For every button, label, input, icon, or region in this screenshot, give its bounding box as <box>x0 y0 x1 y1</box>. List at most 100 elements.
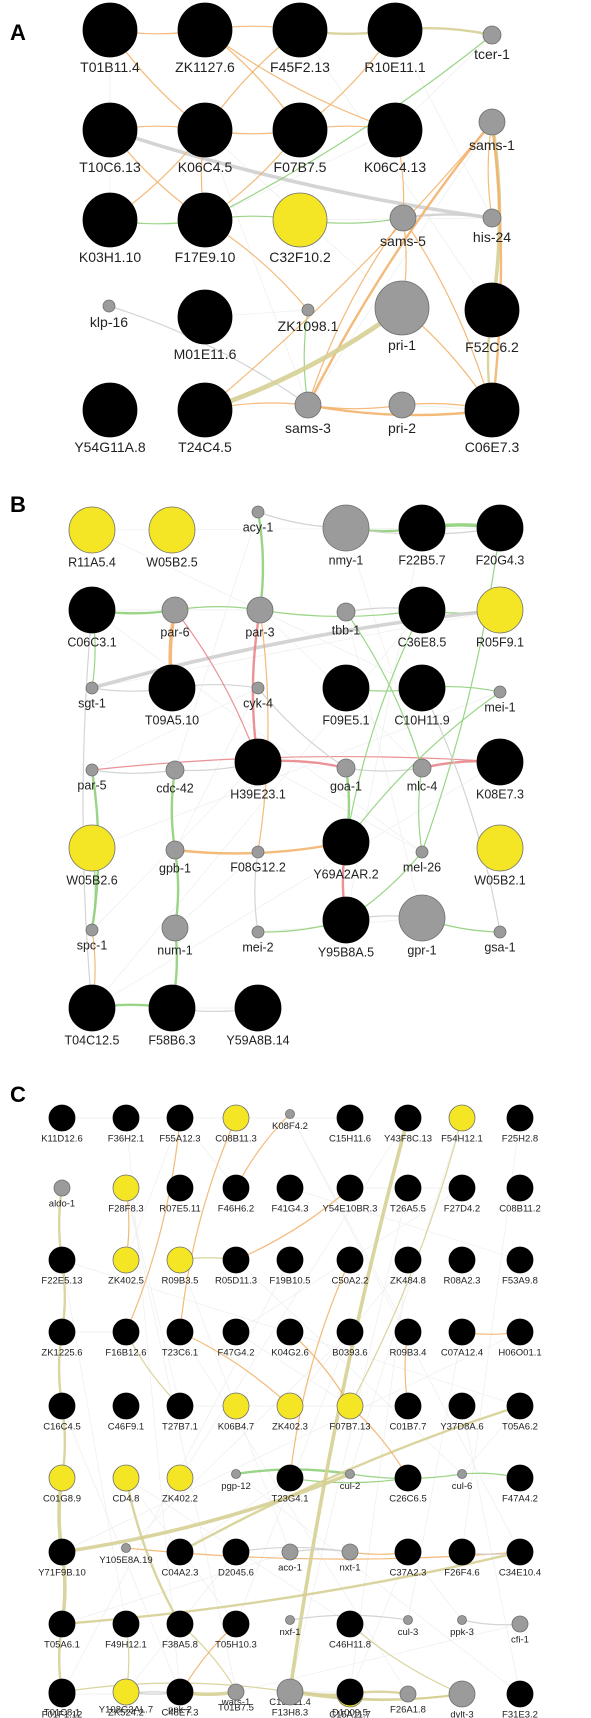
node-label: T27B7.1 <box>162 1422 198 1433</box>
node-label: Y54E10BR.3 <box>323 1204 378 1215</box>
node-label: Y95B8A.5 <box>318 946 374 960</box>
edge-Y54E10BR.3-R05D11.3 <box>235 1187 351 1261</box>
node-label: F45F2.13 <box>270 59 330 75</box>
node-F08G12.2 <box>251 845 265 859</box>
nodes: T01B11.4 ZK1127.6 F45F2.13 R10E11.1 tcer-1 T1… <box>74 2 520 455</box>
node-label: F31E3.2 <box>502 1710 538 1718</box>
node-C07A12.4 <box>448 1318 476 1346</box>
background-edge <box>299 29 493 311</box>
node-label: goa-1 <box>330 780 362 794</box>
node-label: F09E5.1 <box>322 714 369 728</box>
node-C08B11.3 <box>222 1104 250 1132</box>
background-edge <box>91 609 423 853</box>
node-label: K06B4.7 <box>218 1422 254 1433</box>
node-aco-1 <box>281 1543 299 1561</box>
edge-F55A12.3-F16B12.6 <box>125 1117 181 1333</box>
node-H06O01.1 <box>506 1318 534 1346</box>
node-label: ZK1098.1 <box>278 318 339 334</box>
node-label: C34E10.4 <box>499 1568 541 1579</box>
node-C37A2.3 <box>394 1538 422 1566</box>
node-label: C46F9.1 <box>108 1422 144 1433</box>
node-label: K03H1.10 <box>79 249 141 265</box>
node-label: his-24 <box>473 229 511 245</box>
node-label: ZK402.5 <box>108 1276 144 1287</box>
node-label: ZK1225.6 <box>41 1348 82 1359</box>
node-C48E7.3 <box>166 1678 194 1706</box>
node-label: ZK1127.6 <box>175 59 235 75</box>
node-label: C37A2.3 <box>390 1568 427 1579</box>
node-label: R11A5.4 <box>68 556 116 570</box>
node-label: dylt-3 <box>450 1710 473 1718</box>
node-label: R05F9.1 <box>476 636 524 650</box>
node-T01C8.1 <box>48 1678 76 1706</box>
node-M01E11.6 <box>177 289 233 345</box>
node-F52C6.2 <box>464 282 520 338</box>
node-label: F07B7.5 <box>274 159 327 175</box>
node-label: T26A5.5 <box>390 1204 426 1215</box>
panel-letter: B <box>10 492 26 517</box>
node-label: cfi-1 <box>511 1635 529 1646</box>
node-CD4.8 <box>112 1464 140 1492</box>
node-F19B10.5 <box>276 1246 304 1274</box>
edge-C08B11.3-T23C6.1 <box>179 1117 237 1333</box>
node-F53A9.8 <box>506 1246 534 1274</box>
background-edge <box>125 1187 237 1691</box>
node-pri-1 <box>374 280 430 336</box>
node-label: C06E7.3 <box>465 439 520 455</box>
node-label: ZK484.8 <box>390 1276 426 1287</box>
node-label: par-6 <box>160 626 189 640</box>
node-C34E10.4 <box>506 1538 534 1566</box>
node-C15H11.6 <box>336 1104 364 1132</box>
node-C06C3.1 <box>68 586 116 634</box>
node-label: F52C6.2 <box>465 339 519 355</box>
node-label: C26C6.5 <box>389 1494 427 1505</box>
node-label: T05A6.2 <box>502 1422 538 1433</box>
edge-dylt-3-C15A11.4 <box>289 1689 463 1700</box>
node-F47A4.2 <box>506 1464 534 1492</box>
background-edge <box>125 1117 181 1261</box>
node-C01G8.9 <box>48 1464 76 1492</box>
node-label: Y43F8C.13 <box>384 1134 432 1145</box>
node-sams-1 <box>478 108 506 136</box>
node-par-5 <box>85 763 99 777</box>
node-K06C4.13 <box>367 102 423 158</box>
edge-CD4.8-F38A5.8 <box>124 1476 182 1626</box>
node-C50A2.2 <box>336 1246 364 1274</box>
node-cfi-1 <box>511 1615 529 1633</box>
node-D2045.6 <box>222 1538 250 1566</box>
node-label: F16B12.6 <box>105 1348 146 1359</box>
node-label: par-3 <box>245 626 274 640</box>
background-edge <box>91 609 423 1009</box>
edge-C06C3.1-T04C12.5 <box>82 609 93 1009</box>
node-F41G4.3 <box>276 1174 304 1202</box>
node-label: F13H8.3 <box>272 1708 308 1718</box>
background-edges <box>61 1113 521 1695</box>
node-label: klp-16 <box>90 314 128 330</box>
node-T24C4.5 <box>177 382 233 438</box>
nodes: K11D12.6 F36H2.1 F55A12.3 C08B11.3 K08F4.2 C1… <box>38 1104 542 1718</box>
node-label: mei-1 <box>484 701 515 715</box>
node-label: cul-2 <box>340 1481 361 1492</box>
panel-c: K11D12.6 F36H2.1 F55A12.3 C08B11.3 K08F4.2 C1… <box>10 1082 542 1718</box>
node-label: aco-1 <box>278 1563 302 1574</box>
node-label: F20G4.3 <box>476 554 525 568</box>
background-edge <box>61 1259 127 1625</box>
node-label: mlc-4 <box>407 780 438 794</box>
node-label: Y54G11A.8 <box>74 439 146 455</box>
node-label: K06C4.13 <box>364 159 426 175</box>
node-C16C4.5 <box>48 1392 76 1420</box>
node-label: F55A12.3 <box>159 1134 200 1145</box>
node-label: sams-3 <box>285 420 331 436</box>
background-edge <box>125 1331 351 1549</box>
node-C46H11.8 <box>336 1610 364 1638</box>
node-ZK402.2 <box>166 1464 194 1492</box>
node-C36E8.5 <box>398 586 446 634</box>
node-Y37D8A.6 <box>448 1392 476 1420</box>
node-label: nmy-1 <box>329 554 364 568</box>
node-label: wars-1 <box>221 1697 251 1708</box>
background-edge <box>91 687 259 771</box>
node-goa-1 <box>336 758 356 778</box>
background-edge <box>461 1405 521 1475</box>
node-label: F41G4.3 <box>272 1204 309 1215</box>
